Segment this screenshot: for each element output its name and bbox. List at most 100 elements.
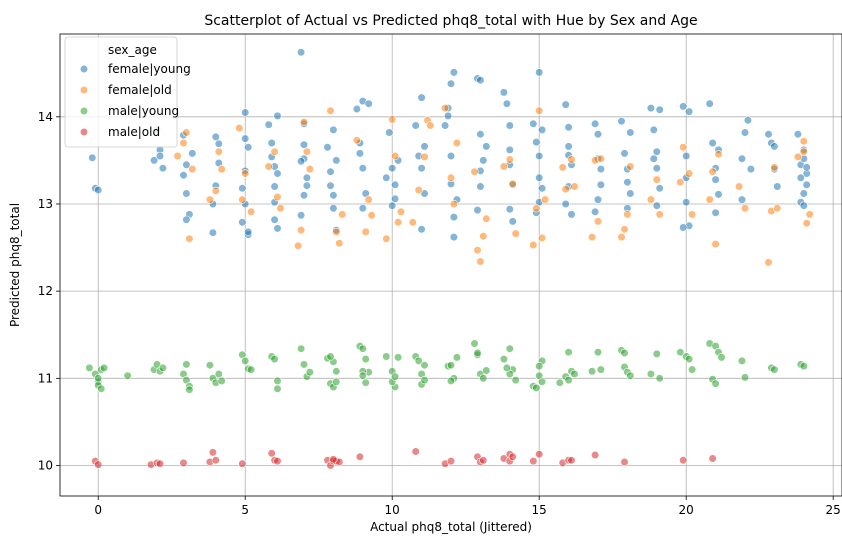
legend-entry-label: male|young	[108, 104, 179, 118]
data-point	[570, 182, 579, 191]
data-point	[411, 447, 420, 456]
data-point	[247, 365, 256, 374]
data-point	[241, 169, 250, 178]
data-point	[394, 353, 403, 362]
data-point	[449, 68, 459, 77]
data-point	[764, 258, 773, 267]
data-point	[593, 195, 603, 204]
series-male-old	[91, 447, 717, 470]
data-point	[502, 363, 512, 373]
legend-marker	[79, 106, 89, 116]
data-point	[452, 353, 462, 362]
legend-marker	[79, 127, 89, 137]
data-point	[123, 371, 132, 380]
data-point	[305, 368, 315, 377]
data-point	[561, 185, 570, 194]
data-point	[734, 182, 744, 191]
data-point	[420, 376, 429, 385]
data-point	[537, 125, 547, 134]
data-point	[94, 374, 103, 383]
data-point	[185, 234, 194, 243]
axis-ticks: 0 5 10 15 20 25 10 11 12 13 14	[38, 110, 841, 517]
data-point	[564, 348, 573, 357]
data-point	[743, 116, 753, 125]
data-point	[535, 106, 544, 115]
data-point	[596, 154, 606, 163]
data-point	[332, 377, 341, 386]
data-point	[570, 369, 579, 379]
data-point	[714, 150, 723, 159]
data-point	[714, 190, 723, 199]
data-point	[770, 365, 779, 374]
data-point	[270, 215, 279, 224]
data-point	[217, 165, 226, 174]
data-point	[326, 106, 335, 115]
data-point	[505, 205, 514, 214]
data-point	[417, 225, 426, 234]
data-point	[382, 234, 391, 243]
data-point	[179, 171, 188, 180]
data-point	[652, 201, 661, 210]
data-point	[620, 149, 629, 158]
data-point	[150, 156, 159, 165]
data-point	[297, 344, 306, 353]
legend-entry-label: female|young	[108, 62, 191, 76]
data-point	[297, 211, 306, 220]
data-point	[476, 182, 485, 191]
data-point	[449, 199, 459, 209]
data-point	[182, 189, 191, 198]
data-point	[505, 155, 514, 164]
data-point	[676, 348, 685, 357]
data-point	[326, 352, 335, 361]
data-point	[623, 178, 632, 187]
data-point	[396, 207, 406, 216]
data-point	[394, 218, 403, 227]
data-point	[770, 142, 779, 151]
data-point	[532, 138, 541, 147]
data-point	[646, 195, 656, 204]
data-point	[799, 137, 808, 146]
data-point	[446, 79, 456, 88]
data-point	[476, 76, 485, 85]
data-point	[567, 456, 576, 465]
data-point	[593, 130, 603, 139]
data-point	[620, 225, 629, 234]
data-point	[567, 155, 576, 164]
data-point	[270, 147, 279, 156]
data-point	[802, 180, 811, 189]
data-point	[411, 121, 420, 130]
data-point	[420, 361, 429, 370]
legend-entry-label: male|old	[108, 125, 160, 139]
data-point	[329, 455, 338, 464]
data-point	[646, 369, 656, 379]
data-point	[711, 208, 720, 217]
data-point	[652, 164, 661, 173]
data-point	[564, 376, 573, 385]
data-point	[426, 121, 435, 130]
data-point	[158, 363, 167, 373]
data-point	[679, 143, 688, 152]
data-point	[655, 105, 664, 114]
data-point	[414, 185, 423, 195]
data-point	[476, 257, 485, 266]
y-tick-label: 10	[38, 458, 53, 472]
data-point	[649, 154, 658, 163]
data-point	[505, 145, 514, 154]
data-point	[299, 140, 309, 149]
data-point	[708, 454, 717, 463]
data-point	[535, 68, 544, 77]
data-point	[793, 152, 803, 161]
legend: sex_age female|young female|old male|young…	[64, 36, 191, 148]
data-point	[540, 195, 550, 204]
data-point	[361, 378, 370, 387]
y-axis-label: Predicted phq8_total	[8, 203, 22, 327]
data-point	[479, 232, 488, 241]
data-point	[182, 360, 191, 369]
data-point	[652, 349, 661, 359]
data-point	[655, 374, 664, 383]
data-point	[441, 103, 450, 113]
data-point	[241, 356, 250, 366]
data-point	[655, 210, 664, 219]
data-point	[352, 104, 362, 114]
